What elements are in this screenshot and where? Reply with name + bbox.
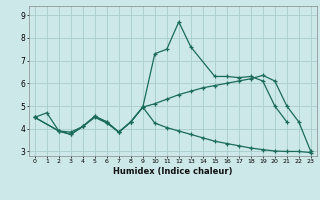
X-axis label: Humidex (Indice chaleur): Humidex (Indice chaleur) [113,167,233,176]
